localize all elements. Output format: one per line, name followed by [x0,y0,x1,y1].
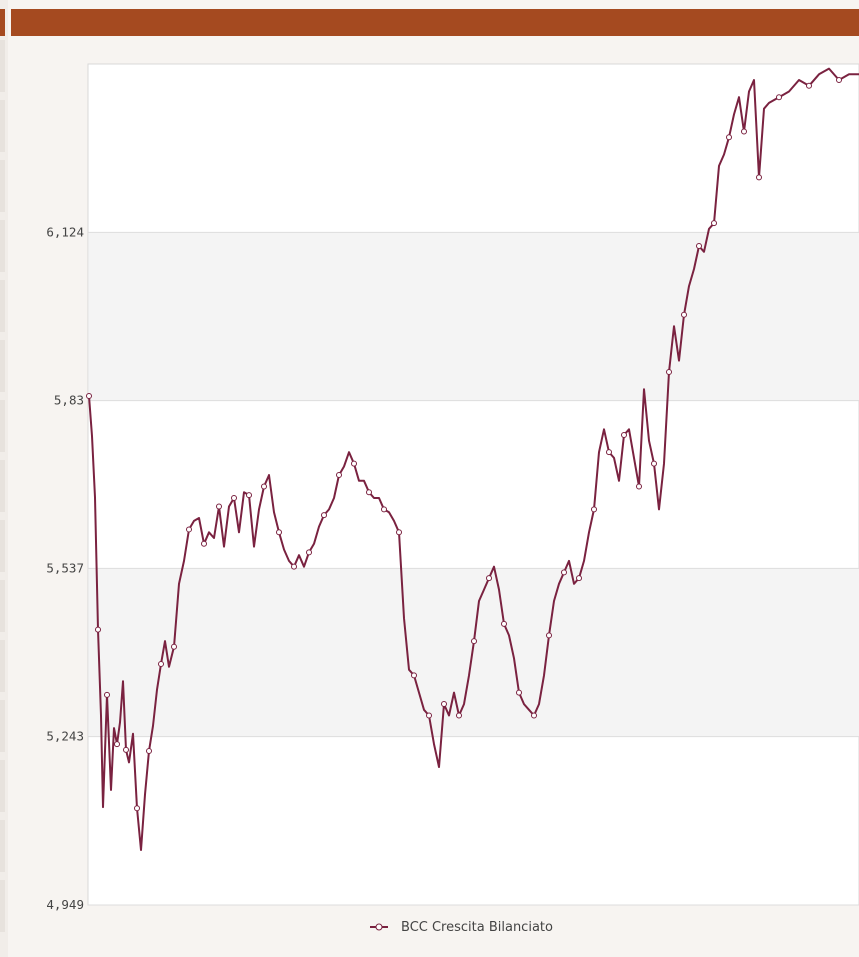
data-point[interactable] [576,575,582,582]
data-point[interactable] [726,134,732,141]
line-chart: 4,949 5,243 5,537 5,83 6,124 BCC Crescita Bi… [46,63,859,935]
data-point[interactable] [231,494,237,501]
data-point[interactable] [501,620,507,627]
data-point[interactable] [806,82,812,89]
data-point[interactable] [336,472,342,479]
y-tick-label: 5,537 [46,560,84,575]
series-line [88,67,859,851]
data-point[interactable] [291,563,297,570]
data-point[interactable] [171,643,177,650]
left-strip-cell [0,400,5,452]
data-point[interactable] [651,460,657,467]
left-strip-cell [0,760,5,812]
panel-header-bar [11,9,859,36]
y-tick-label: 6,124 [46,224,84,239]
data-point[interactable] [561,569,567,576]
data-point[interactable] [114,741,120,748]
data-point[interactable] [456,712,462,719]
data-point[interactable] [636,483,642,490]
band-2 [89,232,859,401]
left-strip-cell [0,100,5,152]
data-point[interactable] [246,492,252,499]
data-point[interactable] [321,512,327,519]
data-point[interactable] [276,529,282,536]
left-strip-cell [0,820,5,872]
left-strip-cell [0,340,5,392]
left-panel-header [0,9,5,36]
data-point[interactable] [201,540,207,547]
data-point[interactable] [471,638,477,645]
data-point[interactable] [836,77,842,84]
left-strip-cell [0,160,5,212]
data-point[interactable] [86,393,92,400]
data-point[interactable] [741,128,747,135]
chart-panel: 4,949 5,243 5,537 5,83 6,124 BCC Crescita Bi… [11,41,859,957]
data-point[interactable] [666,369,672,376]
data-point[interactable] [546,632,552,639]
data-point[interactable] [306,549,312,556]
band-1 [89,568,859,737]
left-strip-cell [0,520,5,572]
data-point[interactable] [104,691,110,698]
legend-marker-icon [375,923,383,931]
gridlines [88,231,859,906]
y-tick-label: 5,243 [46,729,84,744]
data-point[interactable] [516,689,522,696]
data-point[interactable] [486,575,492,582]
data-point[interactable] [776,94,782,101]
left-strip-cell [0,460,5,512]
left-strip-cell [0,880,5,932]
legend-label: BCC Crescita Bilanciato [401,920,553,935]
left-strip-cell [0,640,5,692]
data-point[interactable] [134,805,140,812]
data-point[interactable] [123,746,129,753]
data-point[interactable] [411,672,417,679]
data-point[interactable] [756,174,762,181]
data-point[interactable] [681,311,687,318]
left-strip-cell [0,700,5,752]
series-group [86,67,859,851]
y-axis-ticks: 4,949 5,243 5,537 5,83 6,124 [46,224,84,912]
data-point[interactable] [606,449,612,456]
data-point[interactable] [426,712,432,719]
data-point[interactable] [441,701,447,708]
y-tick-label: 5,83 [54,393,84,408]
data-point[interactable] [158,660,164,667]
data-point[interactable] [531,712,537,719]
legend[interactable]: BCC Crescita Bilanciato [370,920,553,935]
data-point[interactable] [591,506,597,513]
left-strip-cell [0,40,5,92]
data-point[interactable] [711,220,717,227]
left-strip-cell [0,580,5,632]
data-point[interactable] [216,503,222,510]
data-point[interactable] [366,489,372,496]
data-point[interactable] [146,747,152,754]
data-point[interactable] [351,460,357,467]
left-strip-cell [0,220,5,272]
data-point[interactable] [621,431,627,438]
data-point[interactable] [261,483,267,490]
plot-frame [87,63,859,906]
left-strip-cell [0,280,5,332]
y-tick-label: 4,949 [46,897,84,912]
data-point[interactable] [381,506,387,513]
data-point[interactable] [396,529,402,536]
data-point[interactable] [696,243,702,250]
alternating-bands [89,232,859,737]
data-point[interactable] [95,626,101,633]
data-point[interactable] [186,526,192,533]
